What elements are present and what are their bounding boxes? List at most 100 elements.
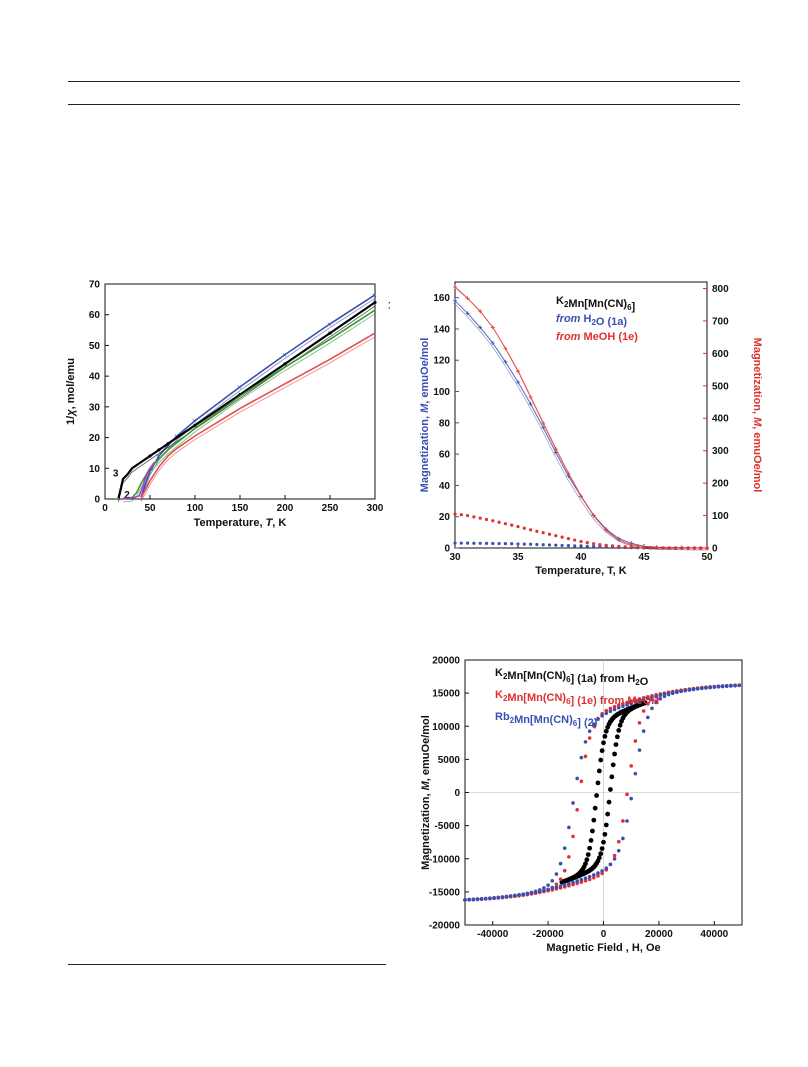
data-point <box>587 736 592 740</box>
data-point <box>472 541 476 545</box>
data-point <box>517 893 521 897</box>
legend-text-segment: 6 <box>627 303 632 312</box>
data-point <box>550 879 555 883</box>
data-point <box>148 454 152 458</box>
legend-text-segment: 2 <box>635 678 640 687</box>
data-point <box>573 544 577 548</box>
data-point <box>516 369 520 374</box>
series-label: 2 <box>124 490 130 501</box>
legend-entry: K2Mn[Mn(CN)6] (1e) from MeOH <box>495 689 659 707</box>
data-point <box>616 727 622 733</box>
x-tick-label: -40000 <box>477 929 509 940</box>
data-point <box>542 886 546 890</box>
data-point <box>579 877 584 882</box>
data-point <box>675 690 679 694</box>
data-point <box>575 807 579 812</box>
data-point <box>595 780 601 786</box>
legend-text-segment: 6 <box>566 675 571 684</box>
data-point <box>583 754 588 759</box>
data-point <box>601 740 606 746</box>
data-point <box>636 545 640 549</box>
data-point <box>587 874 592 879</box>
data-point <box>558 861 563 866</box>
data-point <box>591 817 597 823</box>
data-point <box>554 534 558 538</box>
axis-label-segment: , emuOe/mol <box>420 715 432 781</box>
data-point <box>541 425 546 430</box>
data-point: × <box>327 320 332 329</box>
data-point <box>608 709 613 714</box>
left-y-tick-label: 0 <box>444 544 450 555</box>
data-point <box>596 855 602 861</box>
data-point <box>612 751 617 757</box>
data-point <box>571 801 575 805</box>
data-point <box>608 787 613 792</box>
data-point <box>491 541 495 546</box>
left-y-tick-label: 60 <box>439 450 451 461</box>
data-point <box>467 897 471 902</box>
data-point <box>609 774 615 780</box>
y-tick-label: 5000 <box>438 755 461 766</box>
data-point <box>525 891 530 896</box>
axis-label-segment: χ <box>65 409 77 417</box>
legend-entry: K2Mn[Mn(CN)6] (1a) from H2O <box>495 667 649 688</box>
data-point <box>503 346 508 351</box>
data-point <box>503 359 508 364</box>
right-y-tick-label: 700 <box>712 316 729 327</box>
data-point <box>603 822 609 828</box>
y-tick-label: 70 <box>89 280 101 291</box>
x-tick-label: 200 <box>277 503 294 514</box>
footnote-rule <box>68 964 386 965</box>
data-point <box>547 543 552 547</box>
data-point <box>478 516 482 520</box>
data-point <box>650 695 654 700</box>
legend-text-segment: Rb <box>495 711 510 723</box>
legend-text-segment: O <box>640 676 649 688</box>
data-point <box>633 739 638 743</box>
data-point <box>478 325 483 330</box>
axis-label-segment: Temperature, <box>194 517 266 529</box>
right-y-tick-label: 0 <box>712 544 718 555</box>
data-point <box>591 513 596 518</box>
data-point <box>537 888 542 892</box>
data-point <box>712 685 717 689</box>
data-point <box>654 694 658 699</box>
series-line <box>122 313 376 503</box>
legend-entry: K2Mn[Mn(CN)6] <box>556 295 636 313</box>
data-point <box>479 896 484 901</box>
data-point <box>554 543 558 547</box>
series-line <box>117 301 376 499</box>
axis-label-segment: , emuOe/mol <box>419 338 431 404</box>
y-axis-label: 1/χ, mol/emu <box>65 358 77 425</box>
data-point <box>466 541 470 545</box>
data-point <box>625 819 629 823</box>
data-point <box>613 742 619 748</box>
data-point <box>587 729 592 733</box>
right-y-tick-label: 100 <box>712 511 729 522</box>
data-point <box>554 872 559 876</box>
data-point <box>484 541 489 545</box>
data-point <box>571 880 575 885</box>
data-point <box>547 532 552 536</box>
x-tick-label: 150 <box>232 503 249 514</box>
legend-text-segment: Mn[Mn(CN) <box>514 714 573 726</box>
data-point <box>599 748 605 754</box>
data-point <box>598 542 602 547</box>
y-tick-label: -10000 <box>429 854 461 865</box>
x-axis-label: Temperature, T, K <box>194 517 287 529</box>
y-tick-label: 20 <box>89 433 101 444</box>
legend-text-segment: O (1a) <box>596 316 628 328</box>
data-point <box>612 857 617 861</box>
data-point <box>666 691 671 696</box>
data-point <box>629 545 633 549</box>
data-point: × <box>372 291 377 300</box>
data-point <box>598 545 602 549</box>
data-point <box>478 541 482 545</box>
data-point <box>453 284 457 289</box>
data-point <box>616 703 621 707</box>
data-point <box>587 845 593 851</box>
legend-text-segment: 2 <box>564 300 569 309</box>
axis-label-segment: M <box>419 403 431 413</box>
data-point <box>579 755 584 760</box>
axis-label-segment: T <box>266 517 274 529</box>
